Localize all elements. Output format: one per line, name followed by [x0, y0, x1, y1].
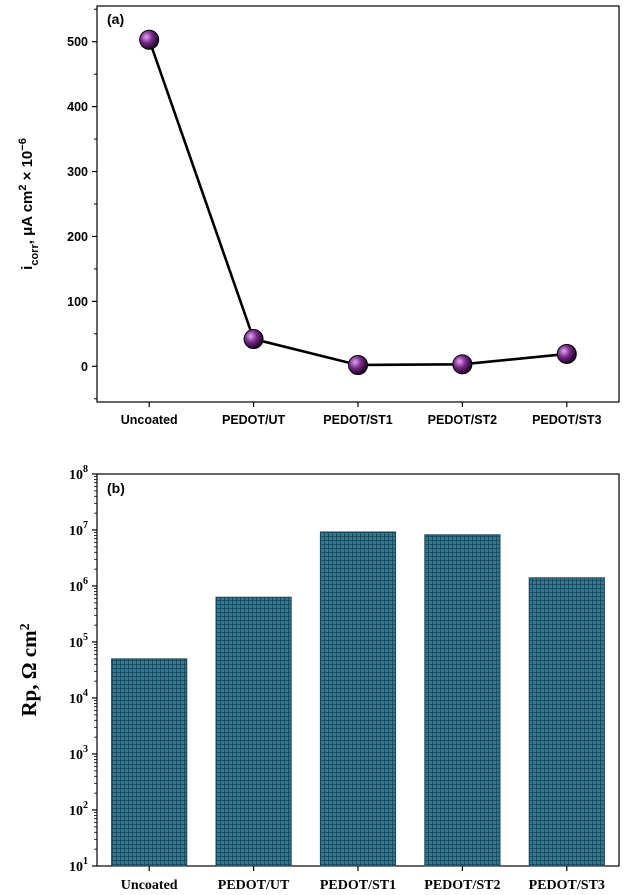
x-tick-label-a: Uncoated: [121, 413, 178, 427]
y-tick-label-b: 101: [69, 856, 88, 875]
panel-a: (a) 0 100 200 300 400 500 Uncoated PEDOT/UT PED…: [17, 5, 620, 427]
x-tick-label-b: PEDOT/UT: [218, 878, 290, 893]
y-tick-label-b: 108: [69, 464, 88, 483]
data-point-a: [556, 343, 577, 364]
y-axis-title-b: Rp, Ω cm2: [17, 623, 41, 716]
y-tick-label-b: 107: [69, 520, 88, 539]
x-tick-label-b: PEDOT/ST3: [529, 878, 605, 893]
panel-label-a: (a): [107, 11, 124, 27]
y-tick-label-a: 300: [67, 165, 88, 179]
x-tick-label-b: PEDOT/ST1: [320, 878, 396, 893]
x-tick-label-a: PEDOT/UT: [222, 413, 286, 427]
y-tick-label-b: 106: [69, 576, 88, 595]
y-tick-label-b: 103: [69, 744, 88, 763]
y-tick-label-a: 500: [67, 35, 88, 49]
y-tick-label-a: 200: [67, 230, 88, 244]
plot-frame-a: [96, 5, 620, 403]
series-b: [111, 531, 605, 867]
data-point-a: [139, 29, 160, 50]
x-tick-label-b: PEDOT/ST2: [424, 878, 500, 893]
data-point-a: [348, 354, 368, 375]
x-tick-label-b: Uncoated: [121, 878, 178, 893]
bar-b: [424, 534, 501, 867]
x-tick-label-a: PEDOT/ST3: [532, 413, 602, 427]
y-tick-label-a: 400: [67, 100, 88, 114]
data-point-a: [243, 329, 264, 350]
y-tick-label-b: 105: [69, 632, 88, 651]
bar-b: [215, 596, 292, 867]
y-tick-label-b: 102: [69, 800, 88, 819]
x-axis-a: Uncoated PEDOT/UT PEDOT/ST1 PEDOT/ST2 PEDOT/…: [121, 402, 602, 427]
series-line-a: [147, 39, 567, 367]
bar-b: [111, 658, 188, 867]
y-tick-label-b: 104: [69, 688, 88, 707]
x-tick-label-a: PEDOT/ST2: [428, 413, 498, 427]
data-point-a: [452, 354, 473, 375]
panel-label-b: (b): [107, 480, 125, 496]
x-tick-label-a: PEDOT/ST1: [323, 413, 393, 427]
y-axis-title-a: icorr, μA cm2 × 10−6: [17, 138, 41, 270]
y-axis-b: 101 102 103 104 105 106 107 108: [69, 464, 97, 875]
bar-b: [319, 531, 397, 867]
y-axis-a: 0 100 200 300 400 500: [67, 8, 97, 400]
series-a: [139, 29, 577, 375]
y-tick-label-a: 0: [81, 360, 88, 374]
x-axis-b: Uncoated PEDOT/UT PEDOT/ST1 PEDOT/ST2 PEDOT/…: [121, 866, 605, 893]
panel-b: (b) 101 102 103 104 105 106 107 108 Uncoated PED…: [17, 464, 620, 893]
bar-b: [528, 577, 605, 867]
y-tick-label-a: 100: [67, 295, 88, 309]
